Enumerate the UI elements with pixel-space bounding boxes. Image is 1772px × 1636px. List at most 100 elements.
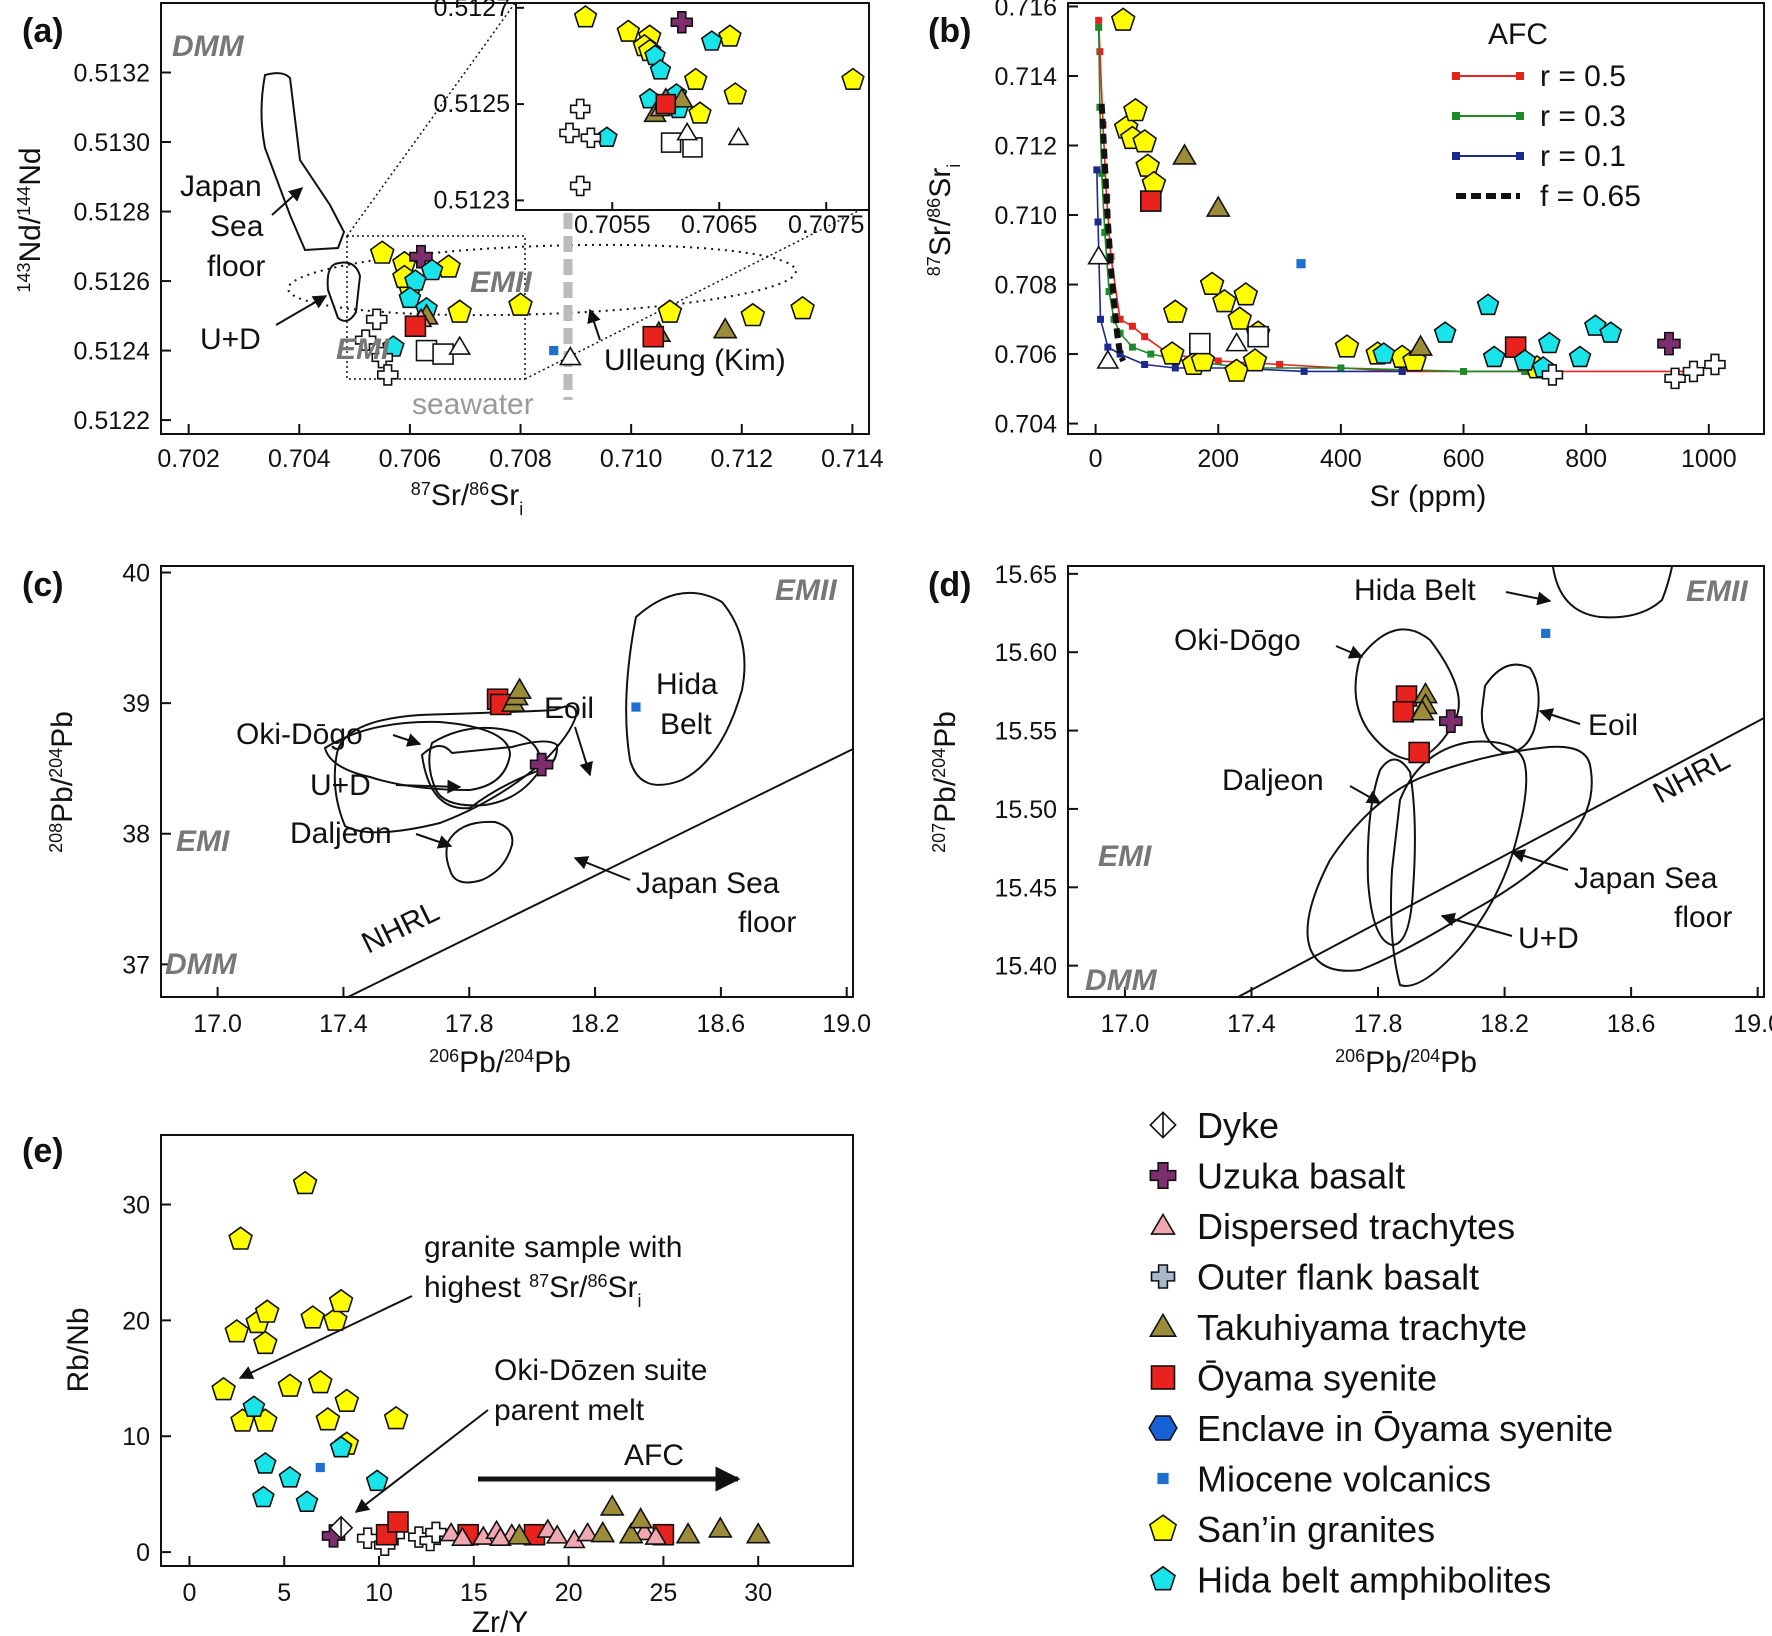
- tick-label: 5: [277, 1579, 291, 1607]
- data-point-amphibolite: [404, 269, 427, 291]
- legend-item-uzuka: Uzuka basalt: [1149, 1156, 1405, 1197]
- data-point-granite: [224, 1319, 250, 1343]
- panel-b-label: (b): [928, 12, 971, 50]
- afc-legend-node: [1452, 112, 1460, 120]
- panel-d-ylabel-text: 207Pb/204Pb: [929, 711, 962, 853]
- d-emii-label: EMII: [1686, 575, 1748, 608]
- data-point-granite: [1110, 7, 1136, 31]
- afc-legend-label: r = 0.1: [1540, 140, 1626, 173]
- legend-item-takuhiyama: Takuhiyama trachyte: [1148, 1307, 1527, 1348]
- panel-e-points: [211, 1170, 771, 1556]
- tick-label: 0.714: [994, 63, 1057, 91]
- c-jsf-label-2: floor: [738, 906, 796, 939]
- afc-node: [1128, 322, 1136, 330]
- ud-arrow: [275, 295, 328, 326]
- legend-symbol-amphibolite: [1150, 1565, 1176, 1591]
- legend-item-outer: Outer flank basalt: [1150, 1257, 1479, 1298]
- data-point-amphibolite: [1482, 345, 1506, 368]
- d-oki-dogo-field: [1354, 628, 1460, 762]
- data-point-oyama: [1408, 741, 1430, 764]
- japan-sea-floor-field-c: [333, 705, 578, 834]
- data-point-amphibolite: [253, 1452, 277, 1474]
- tick-label: 25: [650, 1579, 678, 1607]
- data-point-granite: [252, 1330, 278, 1355]
- data-point-tri_open: [1087, 245, 1111, 265]
- data-point-takuhiyama: [628, 1507, 654, 1529]
- data-point-amphibolite: [420, 258, 444, 281]
- d-eoil-label: Eoil: [1588, 709, 1638, 742]
- c-jsf-arrow: [573, 856, 631, 881]
- panel-d: (d) 17.0 17.4 17.8 18.2 18.6 19.0 15.40 15.45 15…: [928, 561, 1772, 1079]
- tick-label: 18.2: [571, 1010, 620, 1038]
- panel-c-ticks: 17.0 17.4 17.8 18.2 18.6 19.0 37 38 39 40: [122, 560, 871, 1038]
- legend-symbol-dispersed: [1150, 1212, 1176, 1235]
- japan-arrow: [271, 187, 304, 216]
- data-point-dispersed: [545, 1524, 569, 1544]
- panel-b-frame: [1067, 2, 1765, 435]
- tick-label: 0.5127: [434, 0, 510, 22]
- u-plus-d-field: [326, 261, 362, 322]
- tick-label: 0.702: [157, 445, 220, 473]
- nhrl-line-c: [347, 748, 854, 998]
- panel-c-label: (c): [22, 566, 64, 604]
- afc-legend-node: [1452, 152, 1460, 160]
- panel-c-xlabel-text: 206Pb/204Pb: [429, 1046, 571, 1079]
- legend-label: Dyke: [1197, 1105, 1279, 1146]
- legend-symbol-enclave: [1148, 1415, 1178, 1441]
- data-point-takuhiyama: [1205, 195, 1231, 217]
- afc-node: [1398, 367, 1406, 375]
- panel-c-points: [486, 677, 642, 777]
- tick-label: 0.7075: [788, 211, 864, 239]
- panel-d-ticks: 17.0 17.4 17.8 18.2 18.6 19.0 15.40 15.45 15.50 1…: [994, 561, 1772, 1038]
- panel-b-ticks: 0 200 400 600 800 1000 0.704 0.706 0.708 0.710 0.7…: [994, 0, 1736, 473]
- tick-label: 19.0: [822, 1010, 871, 1038]
- inset-point-square_open: [660, 132, 682, 153]
- legend-label: Hida belt amphibolites: [1197, 1560, 1551, 1601]
- panel-d-frame: [1067, 565, 1765, 998]
- hida-belt-field: [625, 591, 746, 786]
- panel-d-xlabel-text: 206Pb/204Pb: [1335, 1046, 1477, 1079]
- ulleung-label: Ulleung (Kim): [604, 344, 786, 377]
- data-point-dispersed: [439, 1521, 463, 1542]
- c-daljeon-label: Daljeon: [290, 817, 392, 850]
- c-dmm-label: DMM: [165, 948, 238, 981]
- data-point-granite: [1159, 341, 1185, 365]
- inset-point-uzuka: [670, 11, 694, 34]
- afc-node: [1094, 218, 1102, 226]
- panel-a-xlabel-text: 87Sr/86Sri: [411, 479, 523, 519]
- e-granite-note-1: granite sample with: [424, 1231, 682, 1264]
- data-point-oyama: [1392, 700, 1415, 723]
- tick-label: 39: [122, 690, 150, 718]
- data-point-takuhiyama: [712, 317, 738, 339]
- data-point-dispersed: [488, 1526, 512, 1546]
- inset-point-granite: [573, 5, 598, 28]
- tick-label: 17.8: [1354, 1010, 1403, 1038]
- c-eoil-label: Eoil: [544, 692, 594, 725]
- tick-label: 15.60: [994, 639, 1057, 667]
- d-hida-arrow: [1505, 591, 1552, 606]
- d-eoil-field: [1480, 663, 1540, 754]
- data-point-takuhiyama: [506, 1523, 532, 1545]
- tick-label: 17.4: [319, 1010, 368, 1038]
- panel-c-frame: [160, 565, 854, 998]
- data-point-dyke: [328, 1515, 354, 1540]
- inset-point-outer: [569, 175, 591, 197]
- data-point-amphibolite: [295, 1490, 319, 1512]
- data-point-granite: [436, 254, 461, 278]
- tick-label: 0.5132: [74, 60, 150, 88]
- afc-node: [1276, 360, 1284, 368]
- afc-node: [1098, 169, 1106, 177]
- data-point-granite: [300, 1305, 326, 1329]
- tick-label: 0.704: [994, 411, 1057, 439]
- panel-a-ylabel-text: 143Nd/144Nd: [14, 147, 47, 292]
- data-point-granite: [292, 1170, 318, 1195]
- data-point-takuhiyama: [1408, 334, 1433, 356]
- data-point-outer: [408, 1526, 430, 1548]
- data-point-granite: [1334, 334, 1360, 358]
- data-point-amphibolite: [1372, 342, 1396, 364]
- e-parent-arrow: [354, 1409, 489, 1513]
- data-point-granite: [1123, 97, 1148, 122]
- tick-label: 17.8: [445, 1010, 494, 1038]
- panel-b-legend: AFC r = 0.5 r = 0.3 r = 0.1 f = 0.65: [1452, 18, 1641, 213]
- c-emii-label: EMII: [775, 574, 837, 607]
